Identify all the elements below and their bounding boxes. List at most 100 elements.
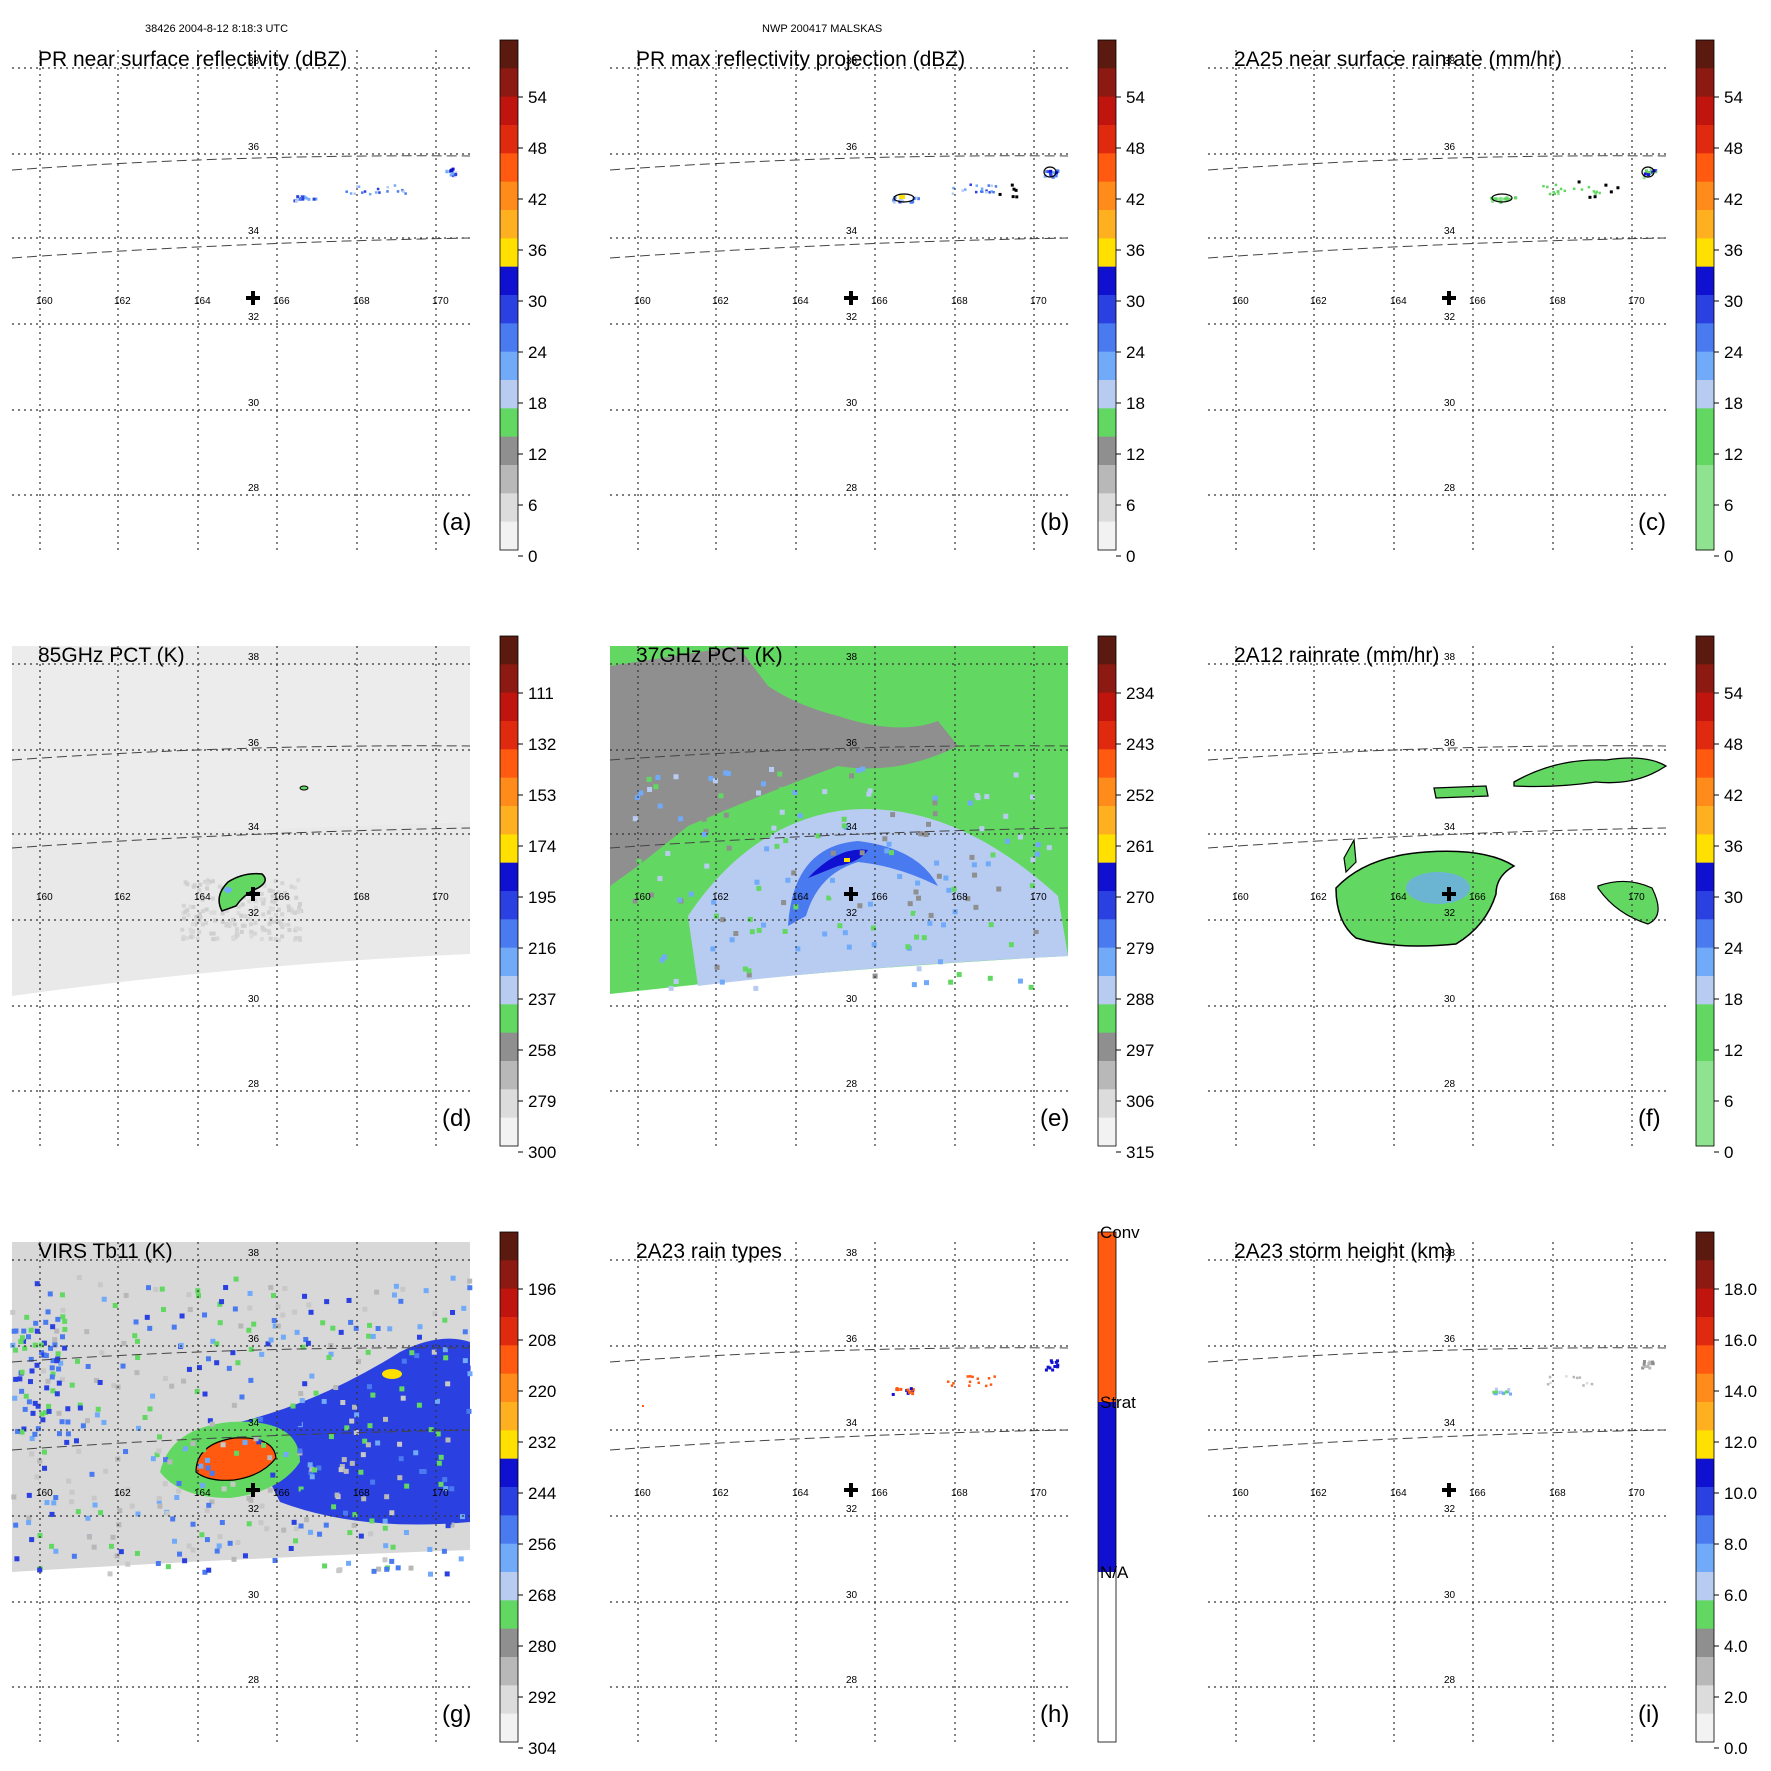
panel-a: 38 36 34 32 30 28 160 162 164 166 168 170 PR near su… <box>0 30 600 570</box>
colorbar-segment <box>500 96 518 126</box>
colorbar-label: 24 <box>528 343 547 362</box>
colorbar-label: 300 <box>528 1143 556 1162</box>
colorbar-label: 6 <box>1724 1092 1733 1111</box>
colorbar-label: 268 <box>528 1586 556 1605</box>
colorbar-segment <box>500 210 518 239</box>
latitude-tick-label: 30 <box>248 994 260 1005</box>
latitude-tick-label: 38 <box>248 652 260 663</box>
colorbar-segment <box>1098 408 1116 438</box>
colorbar-label: 6 <box>528 496 537 515</box>
colorbar: 54 48 42 36 30 24 18 12 6 0 <box>1097 39 1145 566</box>
map-grid: 38 36 34 32 30 28 160 162 164 166 168 170 <box>1207 1242 1667 1742</box>
latitude-tick-label: 36 <box>846 738 858 749</box>
colorbar-segment <box>1696 1685 1714 1715</box>
longitude-tick-label: 162 <box>114 1488 131 1499</box>
colorbar-segment <box>1098 465 1116 494</box>
colorbar-segment <box>1696 1657 1714 1686</box>
longitude-tick-label: 170 <box>1030 1488 1047 1499</box>
colorbar-segment <box>500 1657 518 1686</box>
colorbar-segment <box>500 692 518 722</box>
colorbar-label: 24 <box>1724 939 1743 958</box>
colorbar-label: 261 <box>1126 837 1154 856</box>
colorbar: 111 132 153 174 195 216 237 258 279 300 <box>499 635 556 1162</box>
colorbar-label: 18.0 <box>1724 1280 1757 1299</box>
rain-contour <box>1343 838 1357 874</box>
rain-contour <box>1513 757 1668 788</box>
colorbar-segment <box>1098 636 1116 665</box>
colorbar-label: 48 <box>1126 139 1145 158</box>
colorbar-segment <box>500 1402 518 1431</box>
latitude-tick-label: 38 <box>248 56 260 67</box>
latitude-tick-label: 32 <box>1444 1504 1456 1515</box>
colorbar-label: 24 <box>1724 343 1743 362</box>
latitude-tick-label: 28 <box>248 1675 260 1686</box>
swath-edge-south <box>609 1429 1069 1451</box>
latitude-tick-label: 28 <box>1444 483 1456 494</box>
panel-letter: (b) <box>1040 509 1069 536</box>
swath-edge-south <box>609 827 1069 849</box>
colorbar-label: 42 <box>1724 190 1743 209</box>
colorbar-segment <box>1696 919 1714 949</box>
latitude-tick-label: 34 <box>846 822 858 833</box>
longitude-tick-label: 162 <box>114 892 131 903</box>
colorbar-segment <box>500 238 518 268</box>
longitude-tick-label: 160 <box>1232 296 1249 307</box>
colorbar-segment <box>500 181 518 211</box>
colorbar-segment <box>1696 181 1714 211</box>
swath-background <box>12 822 470 996</box>
colorbar-label: 54 <box>1126 88 1145 107</box>
map-grid: 38 36 34 32 30 28 160 162 164 166 168 170 <box>11 50 471 550</box>
colorbar-label: 244 <box>528 1484 556 1503</box>
latitude-tick-label: 28 <box>846 483 858 494</box>
colorbar-segment <box>500 1004 518 1034</box>
latitude-tick-label: 34 <box>248 822 260 833</box>
longitude-tick-label: 170 <box>1030 892 1047 903</box>
latitude-tick-label: 30 <box>846 398 858 409</box>
colorbar-label: 0 <box>1724 547 1733 566</box>
colorbar-frame <box>1695 39 1715 551</box>
latitude-tick-label: 30 <box>846 994 858 1005</box>
panel-title: 2A25 near surface rainrate (mm/hr) <box>1234 48 1562 71</box>
latitude-tick-label: 36 <box>248 738 260 749</box>
longitude-tick-label: 164 <box>1390 296 1407 307</box>
longitude-tick-label: 160 <box>634 296 651 307</box>
colorbar-segment <box>500 351 518 381</box>
latitude-tick-label: 38 <box>1444 652 1456 663</box>
colorbar-label: 18 <box>528 394 547 413</box>
colorbar-label: 258 <box>528 1041 556 1060</box>
colorbar-segment <box>1696 351 1714 381</box>
colorbar-label: 252 <box>1126 786 1154 805</box>
colorbar-label: 36 <box>1724 241 1743 260</box>
colorbar-segment <box>500 323 518 353</box>
swath-edge-north <box>609 155 1069 171</box>
colorbar-label: 6 <box>1724 496 1733 515</box>
colorbar-segment <box>1696 295 1714 324</box>
colorbar-label: 220 <box>528 1382 556 1401</box>
colorbar-label: 0 <box>1724 1143 1733 1162</box>
longitude-tick-label: 168 <box>1549 296 1566 307</box>
colorbar-label: 10.0 <box>1724 1484 1757 1503</box>
longitude-tick-label: 162 <box>1310 892 1327 903</box>
colorbar-label: 208 <box>528 1331 556 1350</box>
colorbar-segment <box>500 1628 518 1658</box>
colorbar-segment <box>1696 777 1714 807</box>
colorbar-segment <box>500 862 518 892</box>
colorbar-label: 18 <box>1724 394 1743 413</box>
colorbar-label: 270 <box>1126 888 1154 907</box>
colorbar-segment <box>500 408 518 438</box>
colorbar-label: 36 <box>528 241 547 260</box>
colorbar: 196 208 220 232 244 256 268 280 292 304 <box>499 1231 556 1758</box>
colorbar-label: 30 <box>1724 888 1743 907</box>
colorbar-segment <box>1696 806 1714 835</box>
panel-h-map: 38 36 34 32 30 28 160 162 164 166 168 170 2A23 rain … <box>609 1223 1140 1743</box>
latitude-tick-label: 30 <box>248 398 260 409</box>
colorbar-label: 18 <box>1724 990 1743 1009</box>
colorbar-frame <box>1695 1231 1715 1743</box>
data-field <box>1335 757 1668 947</box>
swath-edge-north <box>609 1347 1069 1363</box>
colorbar: 54 48 42 36 30 24 18 12 6 0 <box>499 39 547 566</box>
latitude-tick-label: 28 <box>1444 1675 1456 1686</box>
colorbar-segment <box>1098 1004 1116 1034</box>
colorbar-segment <box>1098 834 1116 864</box>
colorbar-segment <box>1696 947 1714 977</box>
